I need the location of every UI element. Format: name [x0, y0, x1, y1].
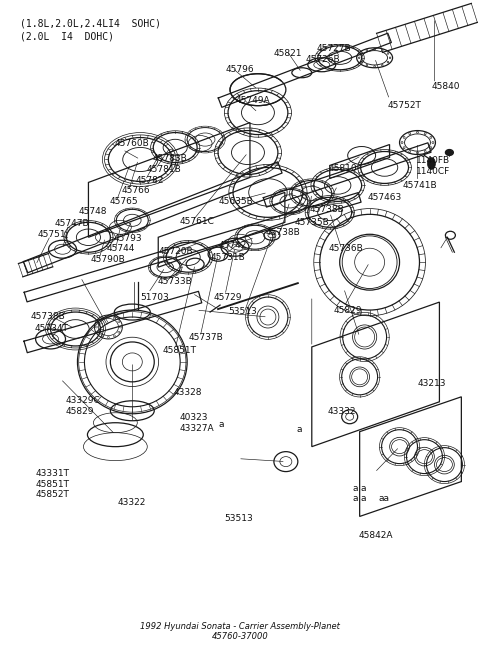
- Text: 45741B: 45741B: [403, 181, 437, 190]
- Text: 45744: 45744: [107, 244, 135, 253]
- Text: 45821: 45821: [274, 49, 302, 58]
- Text: 45747B: 45747B: [54, 219, 89, 228]
- Text: a: a: [360, 484, 366, 493]
- Text: 45738B: 45738B: [30, 312, 65, 321]
- Text: 45751: 45751: [38, 231, 67, 239]
- Text: 40323: 40323: [180, 413, 208, 422]
- Text: 45734T: 45734T: [34, 324, 68, 333]
- Text: 45851T: 45851T: [162, 346, 196, 355]
- Text: 457463: 457463: [367, 193, 402, 202]
- Text: 45749A: 45749A: [235, 96, 270, 105]
- Text: 45733B: 45733B: [157, 277, 192, 286]
- Text: 45738B: 45738B: [310, 205, 345, 214]
- Text: a: a: [353, 484, 359, 493]
- Ellipse shape: [445, 150, 454, 156]
- Text: aa: aa: [379, 494, 390, 503]
- Text: 45726B: 45726B: [306, 55, 341, 64]
- Text: 45727B: 45727B: [317, 43, 351, 53]
- Text: 45738B: 45738B: [266, 229, 300, 237]
- Text: 43332: 43332: [327, 407, 356, 415]
- Text: 53513: 53513: [228, 307, 257, 316]
- Text: 45752T: 45752T: [387, 101, 421, 110]
- Text: 45635B: 45635B: [219, 197, 254, 206]
- Text: 45742: 45742: [219, 242, 247, 250]
- Text: 45737B: 45737B: [188, 333, 223, 342]
- Text: 45760B: 45760B: [115, 139, 149, 148]
- Text: 45782: 45782: [136, 176, 164, 185]
- Text: 45766: 45766: [121, 187, 150, 195]
- Text: 45761C: 45761C: [180, 217, 215, 225]
- Text: 45796: 45796: [226, 65, 254, 74]
- Text: 45765: 45765: [110, 197, 138, 206]
- Text: 45736B: 45736B: [329, 244, 364, 253]
- Text: 1140CF: 1140CF: [416, 167, 450, 176]
- Ellipse shape: [428, 158, 435, 170]
- Text: 45793: 45793: [113, 234, 142, 242]
- Text: 45783B: 45783B: [153, 154, 188, 163]
- Text: 45790B: 45790B: [91, 254, 125, 263]
- Text: 43327A: 43327A: [180, 424, 215, 432]
- Text: 43329C: 43329C: [65, 396, 100, 405]
- Text: 43213: 43213: [417, 379, 445, 388]
- Text: 45810: 45810: [329, 164, 358, 173]
- Text: 53513: 53513: [225, 514, 253, 523]
- Text: 45781B: 45781B: [147, 166, 181, 175]
- Text: 45829: 45829: [65, 407, 94, 415]
- Text: 45852T: 45852T: [35, 490, 69, 499]
- Text: a: a: [297, 425, 302, 434]
- Text: 45829: 45829: [334, 306, 362, 315]
- Text: 1992 Hyundai Sonata - Carrier Assembly-Planet
45760-37000: 1992 Hyundai Sonata - Carrier Assembly-P…: [140, 622, 340, 641]
- Text: (2.0L  I4  DOHC): (2.0L I4 DOHC): [20, 32, 114, 42]
- Text: 43328: 43328: [174, 388, 203, 397]
- Text: 1140FB: 1140FB: [416, 156, 450, 166]
- Text: 45731B: 45731B: [210, 253, 245, 262]
- Text: 45842A: 45842A: [359, 531, 393, 540]
- Text: 43331T: 43331T: [35, 470, 69, 478]
- Text: 45729: 45729: [213, 292, 242, 302]
- Text: 43322: 43322: [118, 498, 146, 507]
- Text: 51703: 51703: [141, 292, 169, 302]
- Text: 45840: 45840: [432, 81, 460, 91]
- Text: 45851T: 45851T: [35, 480, 69, 489]
- Text: a: a: [360, 494, 366, 503]
- Text: 45720B: 45720B: [158, 246, 193, 256]
- Text: a: a: [353, 494, 359, 503]
- Text: (1.8L,2.0L,2.4LI4  SOHC): (1.8L,2.0L,2.4LI4 SOHC): [20, 19, 161, 29]
- Text: a: a: [219, 420, 225, 428]
- Text: 45748: 45748: [78, 208, 107, 216]
- Text: 45735B: 45735B: [295, 218, 329, 227]
